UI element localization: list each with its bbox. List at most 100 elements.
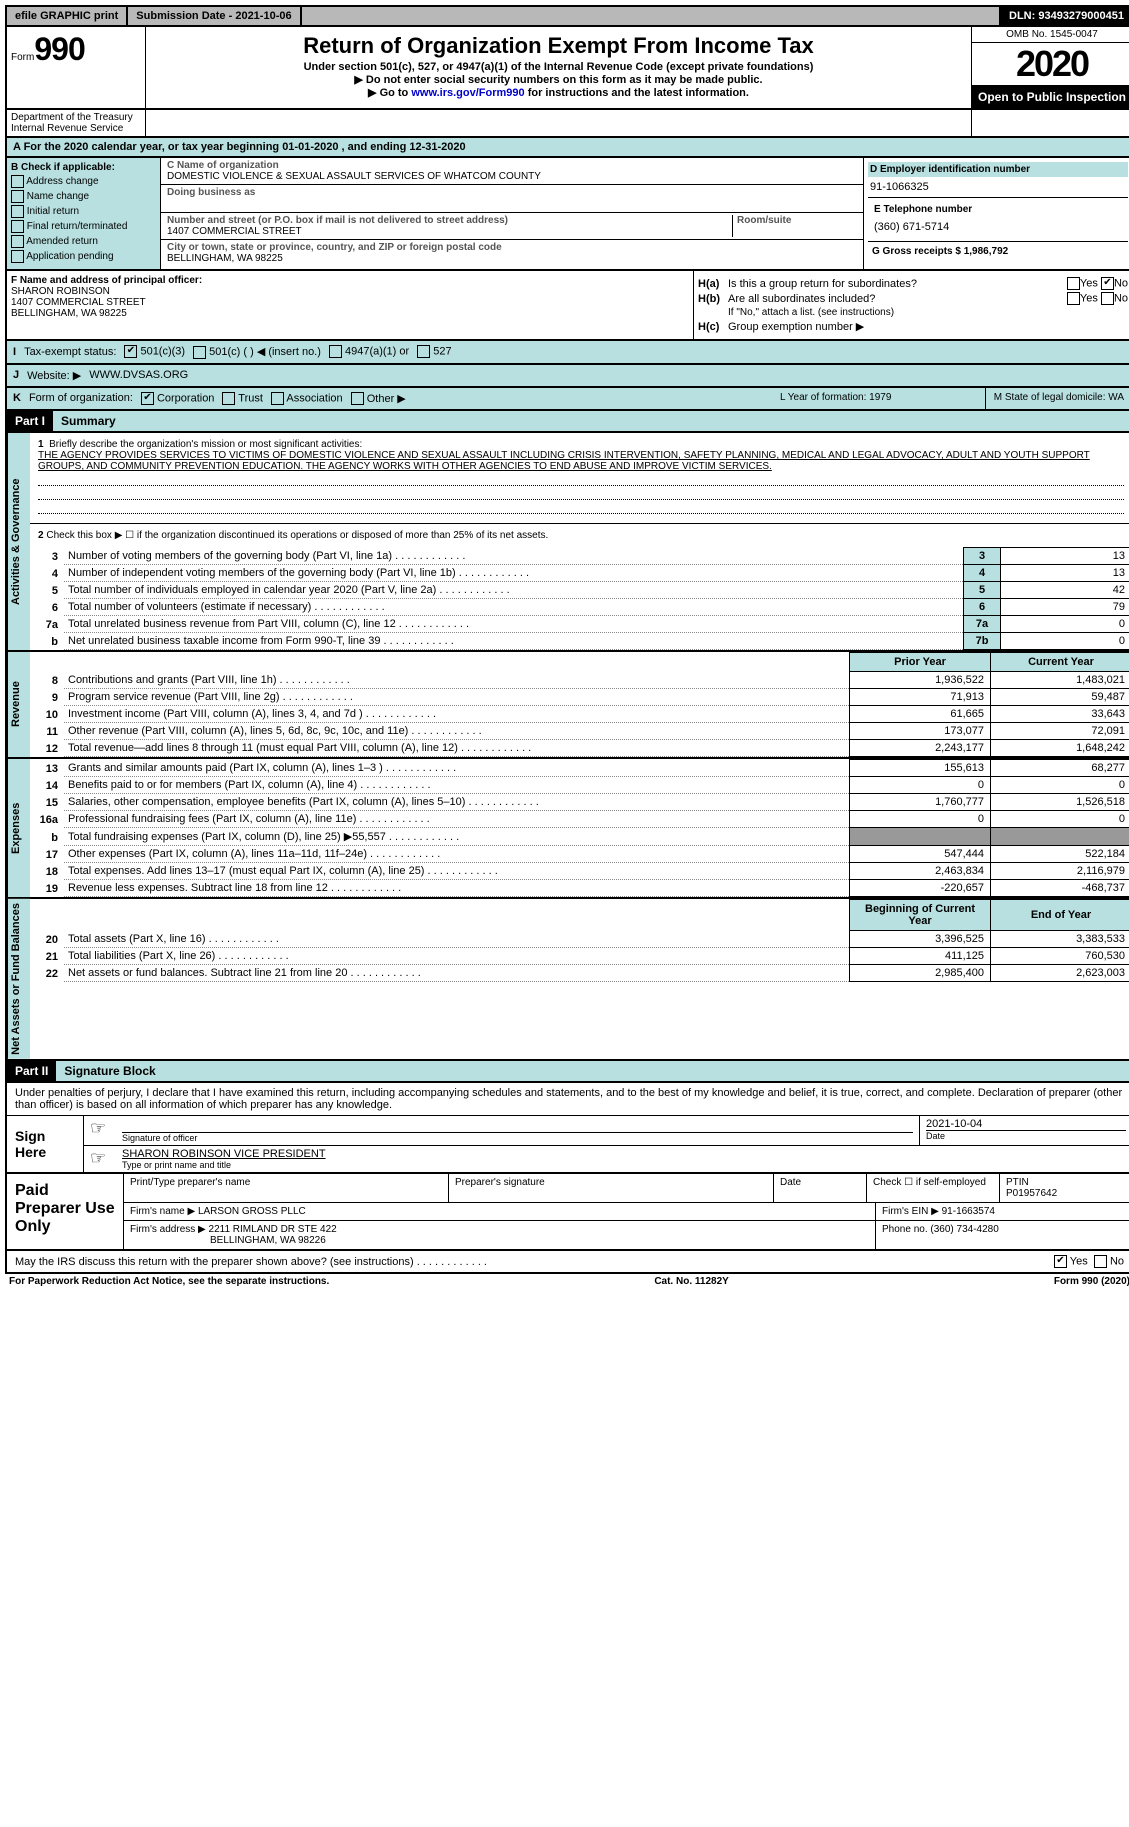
self-employed-check[interactable]: Check ☐ if self-employed (867, 1174, 1000, 1202)
form-number-footer: Form 990 (2020) (1054, 1276, 1129, 1287)
irs-link[interactable]: www.irs.gov/Form990 (411, 87, 524, 99)
row-i-tax-status: I Tax-exempt status: 501(c)(3) 501(c) ( … (5, 341, 1129, 365)
paid-preparer-block: Paid Preparer Use Only Print/Type prepar… (5, 1174, 1129, 1251)
revenue-section: Revenue Prior YearCurrent Year 8Contribu… (5, 652, 1129, 759)
form-header: Form990 Return of Organization Exempt Fr… (5, 27, 1129, 110)
tax-year: 2020 (972, 43, 1129, 86)
mission-block: 1 Briefly describe the organization's mi… (30, 433, 1129, 524)
section-f: F Name and address of principal officer:… (7, 271, 694, 339)
ein-label: D Employer identification number (868, 162, 1128, 177)
form-number-cell: Form990 (7, 27, 146, 108)
check-address-change[interactable]: Address change (11, 175, 156, 188)
check-name-change[interactable]: Name change (11, 190, 156, 203)
room-suite: Room/suite (732, 215, 857, 237)
discuss-no[interactable]: No (1094, 1255, 1124, 1268)
discuss-with-preparer: May the IRS discuss this return with the… (5, 1251, 1129, 1274)
part-2-header: Part II Signature Block (5, 1061, 1129, 1083)
efile-print[interactable]: efile GRAPHIC print (7, 7, 128, 25)
rev-lines-table: Prior YearCurrent Year 8Contributions an… (30, 652, 1129, 757)
gross-receipts: G Gross receipts $ 1,986,792 (868, 241, 1128, 261)
exp-label: Expenses (7, 759, 30, 897)
check-assoc[interactable]: Association (271, 392, 343, 405)
org-name-field: C Name of organization DOMESTIC VIOLENCE… (167, 160, 857, 182)
check-corp[interactable]: Corporation (141, 392, 215, 405)
officer-city: BELLINGHAM, WA 98225 (11, 308, 689, 319)
street-address: 1407 COMMERCIAL STREET (167, 226, 732, 237)
officer-signature[interactable]: Signature of officer (116, 1116, 920, 1145)
hb-checkboxes[interactable]: Yes No (1008, 292, 1128, 305)
year-formation: L Year of formation: 1979 (772, 388, 986, 410)
check-pending[interactable]: Application pending (11, 250, 156, 263)
section-bcd: B Check if applicable: Address change Na… (5, 158, 1129, 271)
section-b: B Check if applicable: Address change Na… (7, 158, 161, 269)
section-fh: F Name and address of principal officer:… (5, 271, 1129, 341)
rev-label: Revenue (7, 652, 30, 757)
ha-checkboxes[interactable]: Yes No (1008, 277, 1128, 290)
section-h: H(a) Is this a group return for subordin… (694, 271, 1129, 339)
subtitle-1: Under section 501(c), 527, or 4947(a)(1)… (150, 61, 967, 73)
address-field: Number and street (or P.O. box if mail i… (167, 215, 732, 237)
check-final-return[interactable]: Final return/terminated (11, 220, 156, 233)
dept-row: Department of the Treasury Internal Reve… (5, 110, 1129, 138)
department: Department of the Treasury Internal Reve… (7, 110, 146, 136)
expenses-section: Expenses 13Grants and similar amounts pa… (5, 759, 1129, 899)
omb-number: OMB No. 1545-0047 (972, 27, 1129, 43)
firm-phone: Phone no. (360) 734-4280 (876, 1221, 1129, 1249)
row-j-website: J Website: ▶ WWW.DVSAS.ORG (5, 365, 1129, 388)
firm-name: Firm's name ▶ LARSON GROSS PLLC (124, 1203, 876, 1220)
website-url: WWW.DVSAS.ORG (89, 369, 188, 381)
city-state-zip: BELLINGHAM, WA 98225 (167, 253, 857, 264)
check-trust[interactable]: Trust (222, 392, 263, 405)
open-to-public: Open to Public Inspection (972, 86, 1129, 108)
sign-here-label: Sign Here (7, 1116, 84, 1172)
form-word: Form (11, 52, 34, 63)
ein-value: 91-1066325 (868, 177, 1128, 197)
net-assets-section: Net Assets or Fund Balances Beginning of… (5, 899, 1129, 1061)
signature-block: Under penalties of perjury, I declare th… (5, 1083, 1129, 1174)
submission-date: Submission Date - 2021-10-06 (128, 7, 301, 25)
section-c: C Name of organization DOMESTIC VIOLENCE… (161, 158, 863, 269)
check-4947[interactable]: 4947(a)(1) or (329, 345, 409, 358)
line-a-tax-year: A For the 2020 calendar year, or tax yea… (5, 138, 1129, 158)
subtitle-3: ▶ Go to www.irs.gov/Form990 for instruct… (150, 86, 967, 99)
firm-address: Firm's address ▶ 2211 RIMLAND DR STE 422… (124, 1221, 876, 1249)
check-501c3[interactable]: 501(c)(3) (124, 345, 185, 358)
org-name: DOMESTIC VIOLENCE & SEXUAL ASSAULT SERVI… (167, 171, 857, 182)
section-d: D Employer identification number 91-1066… (863, 158, 1129, 269)
part-1-header: Part I Summary (5, 411, 1129, 433)
mission-text: THE AGENCY PROVIDES SERVICES TO VICTIMS … (38, 450, 1090, 472)
check-amended[interactable]: Amended return (11, 235, 156, 248)
subtitle-2: ▶ Do not enter social security numbers o… (150, 73, 967, 86)
na-lines-table: Beginning of Current YearEnd of Year 20T… (30, 899, 1129, 982)
city-field: City or town, state or province, country… (167, 242, 857, 264)
firm-ein: Firm's EIN ▶ 91-1663574 (876, 1203, 1129, 1220)
dln: DLN: 93493279000451 (999, 7, 1129, 25)
tel-label: E Telephone number (872, 202, 1124, 217)
officer-name: SHARON ROBINSON (11, 286, 689, 297)
preparer-sig: Preparer's signature (449, 1174, 774, 1202)
na-label: Net Assets or Fund Balances (7, 899, 30, 1059)
officer-name-title: SHARON ROBINSON VICE PRESIDENT Type or p… (116, 1146, 1129, 1172)
catalog-number: Cat. No. 11282Y (654, 1276, 728, 1287)
paperwork-notice: For Paperwork Reduction Act Notice, see … (9, 1276, 329, 1287)
officer-addr: 1407 COMMERCIAL STREET (11, 297, 689, 308)
year-cell: OMB No. 1545-0047 2020 Open to Public In… (971, 27, 1129, 108)
preparer-name: Print/Type preparer's name (124, 1174, 449, 1202)
ptin: PTIN P01957642 (1000, 1174, 1129, 1202)
form-title: Return of Organization Exempt From Incom… (150, 33, 967, 59)
tel-value: (360) 671-5714 (872, 217, 1124, 237)
check-other[interactable]: Other ▶ (351, 392, 406, 406)
gov-lines-table: 3Number of voting members of the governi… (30, 547, 1129, 650)
check-527[interactable]: 527 (417, 345, 451, 358)
gov-label: Activities & Governance (7, 433, 30, 650)
sig-date: 2021-10-04 Date (920, 1116, 1129, 1145)
discuss-yes[interactable]: Yes (1054, 1255, 1088, 1268)
line-2-checkbox: Check this box ▶ ☐ if the organization d… (46, 530, 548, 541)
row-k-form-org: K Form of organization: Corporation Trus… (5, 388, 772, 412)
check-501c[interactable]: 501(c) ( ) ◀ (insert no.) (193, 345, 321, 359)
check-initial-return[interactable]: Initial return (11, 205, 156, 218)
form-number: 990 (34, 31, 84, 67)
activities-governance: Activities & Governance 1 Briefly descri… (5, 433, 1129, 652)
top-bar: efile GRAPHIC print Submission Date - 20… (5, 5, 1129, 27)
exp-lines-table: 13Grants and similar amounts paid (Part … (30, 759, 1129, 897)
